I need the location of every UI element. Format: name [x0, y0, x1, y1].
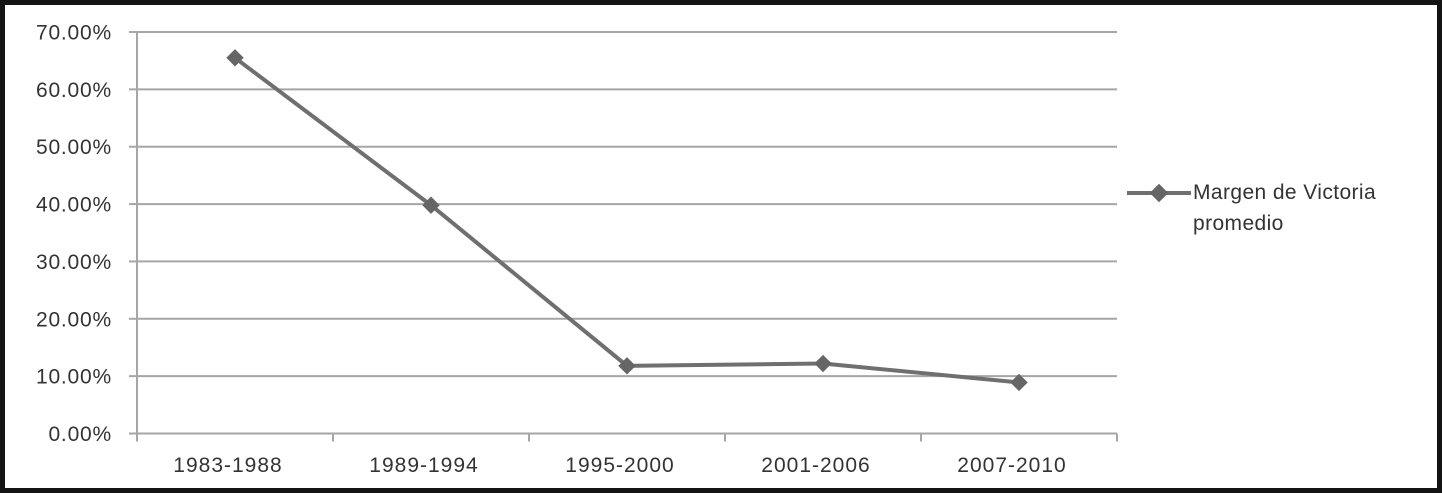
y-axis-tick-label: 30.00% — [36, 251, 112, 274]
data-point-marker — [226, 49, 244, 67]
x-axis-category-label: 2007-2010 — [957, 454, 1066, 477]
series-line — [233, 55, 1021, 385]
x-axis-category-label: 2001-2006 — [761, 454, 870, 477]
data-point-marker — [618, 357, 636, 375]
x-axis-category-label: 1995-2000 — [565, 454, 674, 477]
y-axis-tick-label: 60.00% — [36, 79, 112, 102]
y-axis-tick-label: 40.00% — [36, 194, 112, 217]
y-axis-tick-label: 0.00% — [48, 423, 112, 446]
y-axis-tick-label: 50.00% — [36, 136, 112, 159]
data-point-marker — [422, 196, 440, 214]
legend-label: Margen de Victoria promedio — [1193, 181, 1377, 235]
x-axis-category-label: 1989-1994 — [369, 454, 478, 477]
data-point-marker — [1010, 373, 1028, 392]
x-axis-category-label: 1983-1988 — [173, 454, 282, 477]
y-axis-tick-label: 20.00% — [36, 308, 112, 331]
y-axis-tick-label: 10.00% — [36, 366, 112, 389]
legend-marker-icon — [1149, 183, 1169, 203]
y-axis-tick-label: 70.00% — [36, 22, 112, 45]
data-point-marker — [814, 354, 832, 373]
